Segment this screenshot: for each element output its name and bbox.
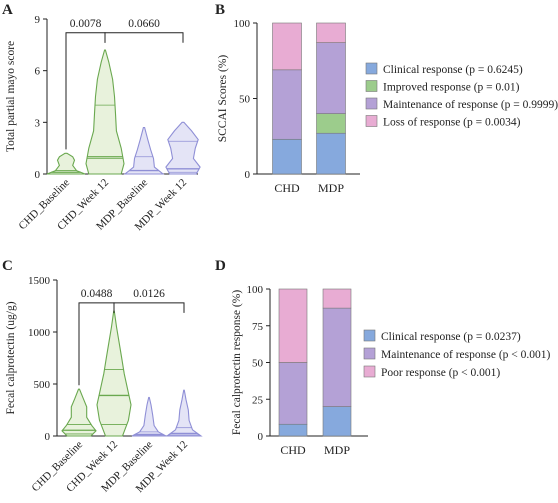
y-tick-label: 3 — [35, 117, 41, 129]
y-tick-label: 50 — [239, 94, 251, 106]
y-tick-label: 1000 — [28, 327, 51, 339]
violin-3 — [131, 396, 167, 437]
panel-d-stacked-bar-chart: 0 25 50 75 100 Fecal calprotectin response (%… — [231, 284, 551, 457]
bar-segment — [278, 288, 308, 363]
p-value-label: 0.0078 — [70, 18, 102, 30]
panel-label-c: C — [2, 258, 13, 274]
legend-swatch — [363, 347, 376, 360]
y-axis-label: Total partial mayo score — [5, 41, 17, 152]
violin-3 — [123, 126, 165, 175]
violin-1 — [61, 388, 97, 437]
y-tick-label: 100 — [234, 18, 251, 30]
legend-swatch — [365, 62, 378, 75]
y-tick-label: 0 — [35, 169, 41, 181]
panel-label-b: B — [215, 2, 225, 18]
bar-segment — [316, 132, 346, 175]
violin-4 — [165, 389, 203, 437]
legend-swatch — [365, 97, 378, 110]
p-value-label: 0.0126 — [133, 288, 165, 300]
legend-swatch — [363, 365, 376, 378]
bar-segment — [272, 22, 302, 71]
violin-2 — [96, 310, 132, 437]
legend-swatch — [363, 329, 376, 342]
panel-label-d: D — [215, 258, 226, 274]
legend-label: Maintenance of response (p = 0.9999) — [383, 99, 558, 111]
significance-bracket — [104, 32, 184, 43]
y-axis-label: SCCAI Scores (%) — [217, 55, 229, 143]
y-tick-label: 75 — [252, 321, 264, 333]
bar-segment — [272, 138, 302, 175]
x-tick-label: CHD — [274, 181, 300, 195]
y-tick-label: 25 — [252, 394, 264, 406]
panel-label-a: A — [2, 2, 13, 18]
panel-b-stacked-bar-chart: 0 50 100 SCCAI Scores (%) CHD MDP Clinical res… — [217, 18, 558, 195]
y-tick-label: 500 — [34, 379, 51, 391]
bar-segment — [278, 362, 308, 425]
y-tick-label: 0 — [45, 431, 51, 443]
y-tick-label: 9 — [35, 14, 41, 26]
legend-label: Clinical response (p = 0.0237) — [381, 331, 521, 343]
y-tick-label: 6 — [35, 66, 41, 78]
legend-label: Poor response (p < 0.001) — [381, 367, 500, 379]
legend-label: Loss of response (p = 0.0034) — [383, 117, 521, 129]
bar-segment — [316, 42, 346, 114]
x-tick-label: CHD — [280, 443, 306, 457]
bar-segment — [322, 307, 352, 407]
legend-label: Improved response (p = 0.01) — [383, 82, 520, 94]
bar-segment — [322, 288, 352, 309]
significance-bracket — [113, 302, 185, 313]
violin-2 — [85, 49, 125, 175]
bar-segment — [322, 406, 352, 437]
y-tick-label: 0 — [245, 169, 251, 181]
bar-segment — [316, 22, 346, 43]
violin-4 — [165, 121, 201, 175]
y-tick-label: 0 — [258, 431, 264, 443]
y-tick-label: 50 — [252, 358, 264, 370]
y-axis-label: Fecal calprotectin (ug/g) — [5, 301, 17, 414]
x-tick-label: MDP — [318, 181, 344, 195]
p-value-label: 0.0660 — [128, 18, 160, 30]
violin-1 — [46, 152, 86, 175]
legend-swatch — [365, 80, 378, 92]
bar-segment — [316, 113, 346, 134]
bar-segment — [272, 69, 302, 140]
y-axis-label: Fecal calprotectin response (%) — [231, 290, 243, 435]
y-tick-label: 100 — [247, 284, 264, 296]
y-tick-label: 1500 — [28, 275, 51, 287]
bar-segment — [278, 423, 308, 437]
p-value-label: 0.0488 — [81, 288, 113, 300]
legend-label: Clinical response (p = 0.6245) — [383, 64, 523, 76]
legend-swatch — [365, 115, 378, 127]
legend-label: Maintenance of response (p < 0.001) — [381, 349, 551, 361]
x-tick-label: MDP — [324, 443, 350, 457]
